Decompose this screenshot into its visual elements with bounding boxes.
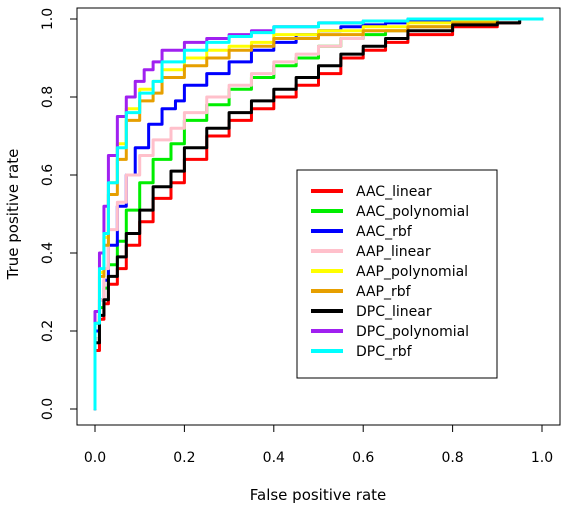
- x-tick-label: 0.2: [173, 450, 195, 466]
- legend-label: AAP_rbf: [356, 284, 412, 300]
- x-axis-label: False positive rate: [250, 486, 387, 504]
- y-tick-label: 0.2: [40, 320, 56, 342]
- series-line-dpc-rbf: [93, 17, 544, 411]
- legend-label: AAP_polynomial: [356, 264, 468, 280]
- legend-label: DPC_linear: [356, 304, 432, 320]
- legend-label: AAC_rbf: [356, 224, 413, 240]
- legend-label: AAP_linear: [356, 244, 431, 260]
- legend-label: DPC_polynomial: [356, 324, 469, 340]
- x-tick-label: 0.6: [352, 450, 374, 466]
- legend-label: AAC_linear: [356, 184, 432, 200]
- axes: 0.0 0.2 0.4 0.6 0.8 1.0 0.0 0.2 0.4 0.6 0.8 1.0: [40, 7, 561, 466]
- legend-label: DPC_rbf: [356, 344, 413, 360]
- x-tick-label: 0.0: [84, 450, 106, 466]
- legend: AAC_linear AAC_polynomial AAC_rbf AAP_linea…: [296, 169, 498, 379]
- plot-frame: [76, 7, 561, 426]
- y-tick-label: 0.4: [40, 242, 56, 264]
- x-tick-label: 0.8: [441, 450, 463, 466]
- legend-label: AAC_polynomial: [356, 204, 469, 220]
- plot-area: [93, 17, 544, 411]
- x-tick-label: 0.4: [263, 450, 285, 466]
- legend-box: [296, 169, 498, 379]
- series-line-aac-rbf: [93, 17, 544, 411]
- y-axis-label: True positive rate: [4, 149, 22, 281]
- series-line-dpc-linear: [93, 17, 544, 411]
- y-tick-label: 0.6: [40, 164, 56, 186]
- y-tick-label: 0.0: [40, 398, 56, 420]
- y-tick-label: 1.0: [40, 8, 56, 30]
- y-tick-label: 0.8: [40, 86, 56, 108]
- x-tick-label: 1.0: [531, 450, 553, 466]
